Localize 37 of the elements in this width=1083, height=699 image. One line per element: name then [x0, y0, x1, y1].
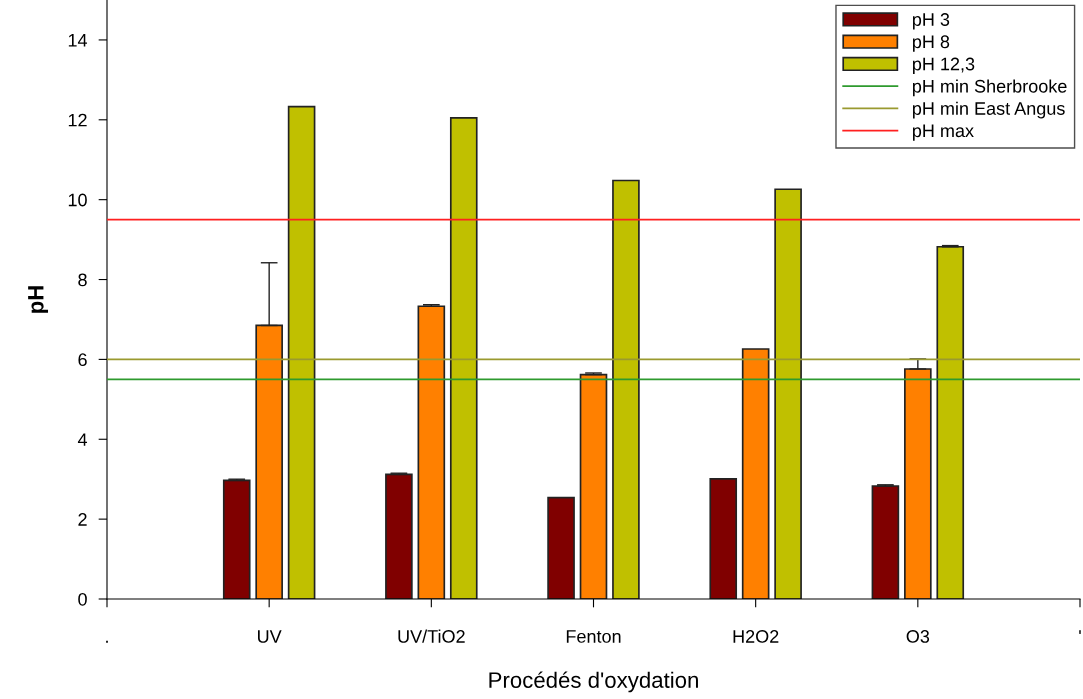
bar	[449, 116, 478, 599]
x-tick-label: Fenton	[566, 630, 621, 643]
y-tick-label: 0	[78, 592, 87, 606]
y-tick-label: 6	[78, 353, 87, 367]
bar	[709, 477, 738, 599]
y-axis-title: pH	[28, 286, 49, 313]
y-tick-label: 8	[78, 273, 87, 287]
y-tick-label: 14	[68, 34, 88, 47]
bar	[871, 485, 900, 599]
legend-label: pH 3	[912, 13, 950, 30]
legend-label: pH 8	[912, 35, 950, 52]
y-tick-label: 4	[77, 433, 88, 446]
bar	[417, 305, 446, 599]
x-tick-label: '	[1079, 630, 1081, 635]
legend-label: pH min East Angus	[912, 101, 1065, 119]
x-tick-label: UV/TiO2	[398, 629, 465, 643]
y-tick-label: 10	[68, 193, 87, 207]
bar	[904, 368, 932, 599]
x-tick-label: O3	[906, 630, 930, 643]
x-tick-label: H2O2	[733, 630, 779, 643]
legend-label: pH max	[912, 124, 974, 141]
bar	[936, 245, 965, 599]
bar	[385, 473, 413, 599]
bar	[774, 188, 802, 599]
bar	[579, 373, 608, 599]
x-axis-title: Procédés d'oxydation	[489, 671, 698, 693]
bar	[547, 496, 575, 599]
bar	[287, 105, 316, 599]
legend-label: pH 12,3	[912, 57, 975, 74]
y-tick-label: 12	[68, 113, 87, 127]
x-tick-label: UV	[258, 630, 282, 643]
legend-label: pH min Sherbrooke	[912, 79, 1067, 97]
bar	[612, 179, 640, 599]
x-tick-label: .	[106, 640, 108, 643]
bar	[222, 479, 251, 599]
bar	[741, 348, 770, 599]
y-tick-label: 2	[78, 513, 87, 526]
